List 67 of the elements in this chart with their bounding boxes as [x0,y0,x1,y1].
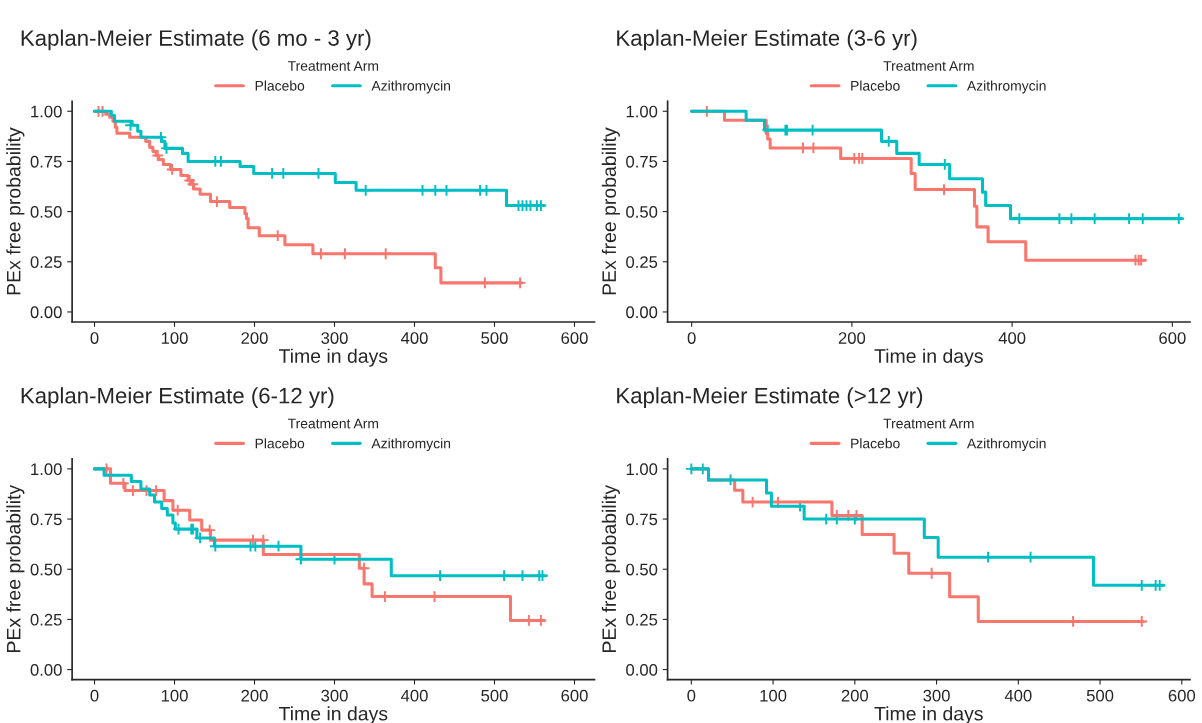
y-tick-label: 0.75 [30,155,62,168]
legend-title: Treatment Arm [287,61,379,71]
y-tick-label: 0.00 [626,663,658,676]
y-axis-title: PEx free probability [601,484,620,652]
x-tick-label: 500 [481,332,508,344]
legend-title: Treatment Arm [883,418,974,429]
x-tick-label: 500 [481,689,508,702]
x-tick-label: 200 [241,332,268,344]
x-tick-label: 100 [760,689,787,702]
legend-label: Placebo [255,80,305,91]
chart-title: Kaplan-Meier Estimate (6 mo - 3 yr) [21,29,371,51]
y-tick-label: 0.25 [30,613,62,626]
x-tick-label: 0 [90,689,99,702]
y-axis-title: PEx free probability [6,484,25,652]
legend-label: Azithromycin [371,438,451,452]
y-tick-label: 0.75 [626,155,658,168]
y-tick-label: 1.00 [626,105,658,118]
x-tick-label: 500 [1086,689,1114,702]
y-tick-label: 1.00 [31,105,62,118]
y-tick-label: 0.50 [30,206,62,218]
y-tick-label: 0.25 [626,613,658,626]
y-axis-title: PEx free probability [6,127,25,295]
y-tick-label: 1.00 [626,463,658,476]
x-tick-label: 600 [1168,689,1196,702]
y-tick-label: 0.25 [626,256,658,268]
x-tick-label: 400 [998,332,1026,344]
legend-title: Treatment Arm [287,418,379,429]
x-tick-label: 300 [321,689,348,702]
x-tick-label: 600 [1159,332,1186,344]
x-tick-label: 300 [923,689,950,702]
legend-title: Treatment Arm [883,61,974,71]
x-tick-label: 0 [687,332,696,344]
x-axis-title: Time in days [279,348,388,367]
legend-label: Azithromycin [966,438,1046,452]
legend-label: Placebo [255,438,305,449]
x-tick-label: 600 [561,689,588,702]
y-tick-label: 0.75 [30,513,62,526]
x-tick-label: 400 [400,332,428,344]
y-tick-label: 0.50 [30,563,62,576]
x-tick-label: 100 [161,689,188,702]
x-axis-title: Time in days [874,348,983,367]
x-tick-label: 300 [321,332,348,344]
x-tick-label: 400 [1004,689,1032,702]
y-tick-label: 0.00 [30,306,62,319]
legend-label: Placebo [851,438,900,449]
x-tick-label: 100 [161,332,188,344]
x-tick-label: 200 [841,689,869,702]
legend-label: Azithromycin [371,80,451,94]
legend-label: Azithromycin [966,80,1046,94]
y-tick-label: 0.50 [626,206,658,218]
chart-title: Kaplan-Meier Estimate (6-12 yr) [21,387,334,408]
chart-title: Kaplan-Meier Estimate (>12 yr) [617,387,923,408]
y-tick-label: 0.00 [30,663,62,676]
x-tick-label: 0 [687,689,696,702]
chart-title: Kaplan-Meier Estimate (3-6 yr) [617,29,917,51]
y-axis-title: PEx free probability [601,127,620,295]
y-tick-label: 0.25 [30,256,62,268]
y-tick-label: 0.00 [626,306,658,319]
y-tick-label: 1.00 [31,463,62,476]
x-tick-label: 600 [561,332,588,344]
x-tick-label: 400 [400,689,428,702]
y-tick-label: 0.75 [626,513,658,526]
y-tick-label: 0.50 [626,563,658,576]
x-tick-label: 0 [90,332,99,344]
x-tick-label: 200 [241,689,268,702]
x-tick-label: 200 [838,332,866,344]
legend-label: Placebo [851,80,900,91]
